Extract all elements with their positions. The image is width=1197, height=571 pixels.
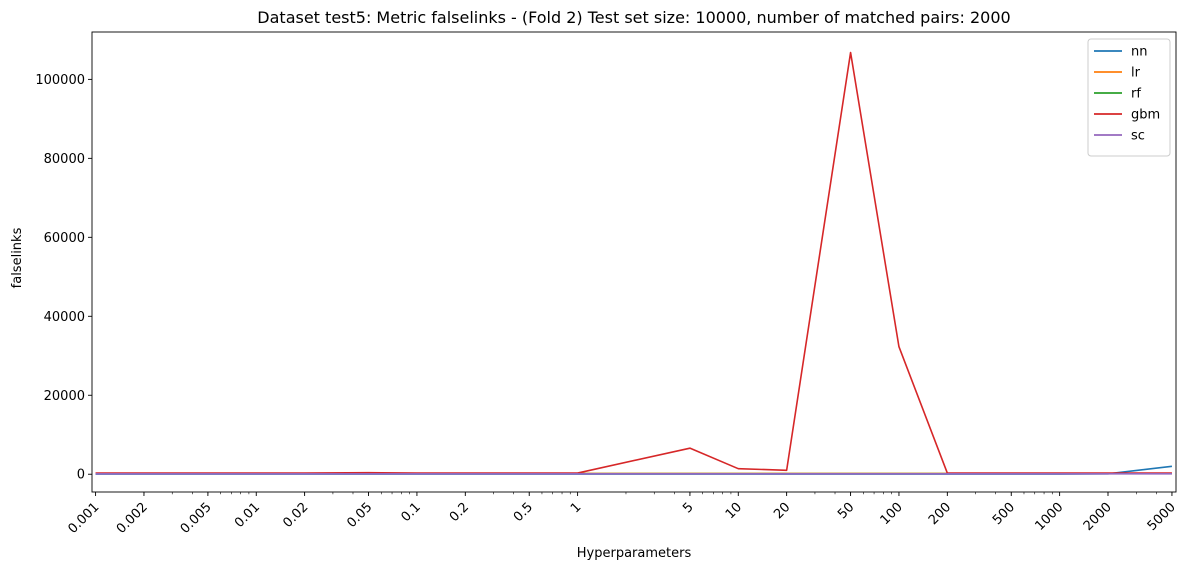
y-tick-label: 0 <box>77 468 85 483</box>
series-line-gbm <box>95 51 1172 474</box>
y-tick-label: 100000 <box>35 73 85 88</box>
x-tick-label: 100 <box>878 500 906 528</box>
x-tick-label: 0.02 <box>280 500 311 531</box>
x-tick-label: 0.2 <box>447 500 472 525</box>
legend-label-nn: nn <box>1131 45 1147 60</box>
plot-frame <box>91 31 1177 493</box>
x-tick-label: 0.002 <box>114 500 151 537</box>
x-tick-label: 5000 <box>1145 500 1179 534</box>
x-tick-label: 2000 <box>1081 500 1115 534</box>
legend: nn lr rf gbm sc <box>1087 38 1171 157</box>
x-tick-label: 50 <box>835 500 857 522</box>
x-tick-label: 20 <box>771 500 793 522</box>
x-tick-label: 0.1 <box>399 500 424 525</box>
x-tick-label: 200 <box>926 500 954 528</box>
y-axis: 0 20000 40000 60000 80000 100000 <box>35 73 92 483</box>
x-axis: 0.001 0.002 0.005 0.01 0.02 0.05 0.1 0.2 0.5 1 5 10… <box>65 492 1179 537</box>
y-tick-label: 60000 <box>44 231 85 246</box>
legend-label-rf: rf <box>1131 87 1141 102</box>
y-tick-label: 20000 <box>44 389 85 404</box>
x-tick-label: 1 <box>568 500 584 516</box>
legend-label-lr: lr <box>1131 66 1141 81</box>
y-tick-label: 80000 <box>44 152 85 167</box>
x-tick-label: 10 <box>723 500 745 522</box>
y-axis-label: falselinks <box>10 227 25 288</box>
x-tick-label: 0.05 <box>344 500 375 531</box>
legend-frame <box>1087 38 1171 157</box>
x-tick-label: 0.5 <box>511 500 536 525</box>
x-axis-label: Hyperparameters <box>577 546 692 561</box>
x-tick-label: 0.001 <box>65 500 102 537</box>
y-tick-label: 40000 <box>44 310 85 325</box>
legend-label-sc: sc <box>1131 129 1145 144</box>
x-tick-label: 0.01 <box>232 500 263 531</box>
x-tick-label: 1000 <box>1032 500 1066 534</box>
x-tick-label: 5 <box>680 500 696 516</box>
legend-label-gbm: gbm <box>1131 108 1160 123</box>
x-tick-label: 0.005 <box>178 500 215 537</box>
plot-area <box>91 31 1177 493</box>
chart-title: Dataset test5: Metric falselinks - (Fold… <box>257 8 1010 27</box>
x-tick-label: 500 <box>990 500 1018 528</box>
